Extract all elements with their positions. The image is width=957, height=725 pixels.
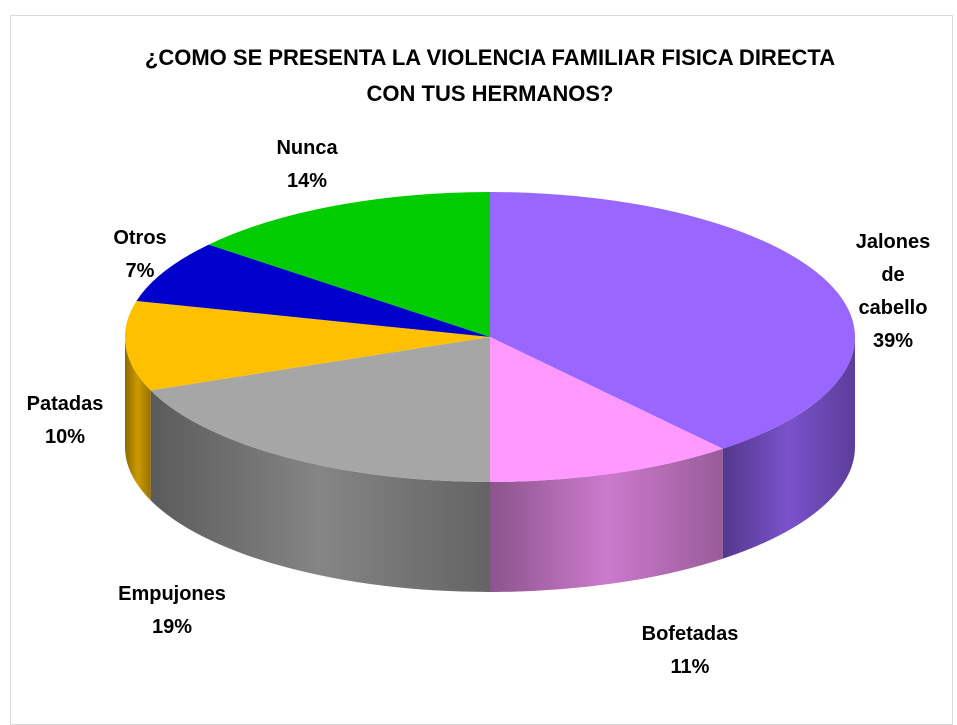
slice-side [150, 390, 490, 592]
value-label: 14% [286, 170, 328, 192]
data-label: Bofetadas 11% [642, 618, 739, 684]
chart-title: ¿COMO SE PRESENTA LA VIOLENCIA FAMILIAR … [144, 45, 836, 106]
pie-slice [124, 300, 490, 391]
value-label: 10% [44, 426, 86, 448]
pie-slice [208, 192, 490, 337]
data-label: Otros 7% [113, 222, 166, 288]
data-label: Nunca 14% [276, 132, 337, 198]
category-label: Empujones [118, 583, 226, 605]
pie-slice [150, 337, 490, 482]
value-label: 39% [872, 330, 914, 352]
value-label: 7% [125, 260, 155, 282]
data-label: Empujones 19% [118, 578, 226, 644]
value-label: 19% [151, 616, 193, 638]
category-label: Jalones de cabello [855, 231, 931, 319]
data-label: Jalones de cabello 39% [856, 226, 930, 358]
category-label: Otros [113, 227, 167, 249]
pie-slice [490, 192, 855, 449]
pie-slice [490, 337, 723, 482]
category-label: Patadas [26, 393, 104, 415]
slice-side [722, 337, 855, 559]
slice-side [490, 448, 723, 592]
category-label: Bofetadas [641, 623, 739, 645]
value-label: 11% [670, 656, 710, 678]
slice-side [125, 337, 151, 501]
pie-slice [136, 244, 490, 337]
category-label: Nunca [276, 137, 338, 159]
data-label: Patadas 10% [27, 388, 104, 454]
